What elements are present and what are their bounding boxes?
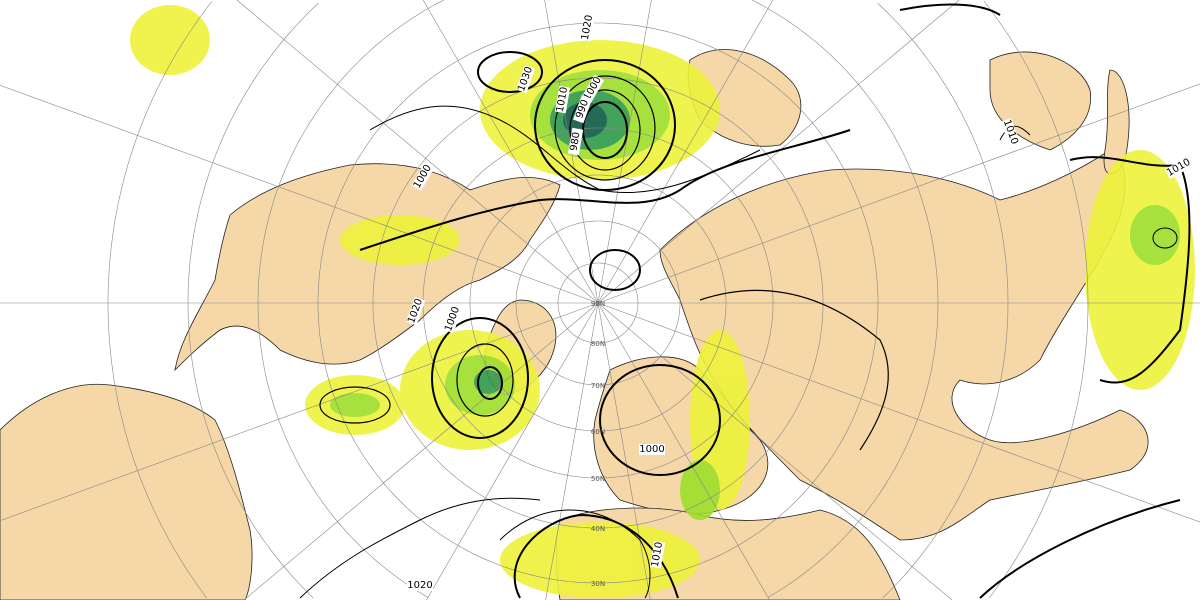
latitude-label: 30N xyxy=(591,580,605,588)
isobar xyxy=(456,343,514,417)
meridian-line xyxy=(422,0,599,304)
latitude-label: 40N xyxy=(591,525,605,533)
latitude-label: 90N xyxy=(591,300,605,308)
isobar xyxy=(319,386,391,424)
precip-area xyxy=(340,215,460,265)
isobar-label: 1000 xyxy=(443,305,463,334)
precip-area xyxy=(130,5,210,75)
meridian-line xyxy=(597,302,651,600)
isobar-label: 1010 xyxy=(554,85,571,114)
isobar xyxy=(534,59,676,191)
isobar xyxy=(499,509,651,599)
isobar xyxy=(899,3,1001,16)
svg-text:1000: 1000 xyxy=(639,444,664,455)
svg-text:980: 980 xyxy=(568,131,582,152)
precip-area xyxy=(1085,150,1195,390)
isobar-label: 980 xyxy=(567,127,584,156)
isobar xyxy=(477,51,543,93)
precip-area xyxy=(474,370,502,394)
meridian-line xyxy=(545,302,599,600)
isobar xyxy=(599,364,721,476)
meridian-line xyxy=(236,0,599,304)
isobar-label: 1000 xyxy=(639,444,665,455)
latitude-circle xyxy=(107,1,1089,599)
meridian-line xyxy=(597,83,1200,304)
precip-area xyxy=(1130,205,1180,265)
isobar xyxy=(1152,227,1178,249)
isobar xyxy=(979,499,1181,599)
latitude-label: 60N xyxy=(591,428,605,436)
isobar xyxy=(299,497,541,599)
latitude-label: 70N xyxy=(591,382,605,390)
svg-text:1010: 1010 xyxy=(555,86,570,113)
meridian-line xyxy=(597,302,1200,523)
isobar-label: 1010 xyxy=(649,540,666,569)
isobar xyxy=(999,125,1031,141)
precip-area xyxy=(330,393,380,417)
svg-text:1000: 1000 xyxy=(443,305,462,333)
south-america-land xyxy=(0,383,253,600)
latitude-circle xyxy=(257,0,939,598)
asia-land xyxy=(659,149,1149,541)
isobar-label: 1020 xyxy=(579,13,596,42)
meridian-line xyxy=(243,302,599,600)
kamchatka-land xyxy=(989,51,1130,175)
meridian-line xyxy=(426,302,599,600)
isobar-layer xyxy=(299,3,1191,599)
meridian-line xyxy=(0,302,599,521)
svg-text:1010: 1010 xyxy=(1165,157,1193,179)
svg-text:1010: 1010 xyxy=(650,541,665,568)
isobar xyxy=(477,366,503,400)
svg-text:1020: 1020 xyxy=(407,580,432,591)
latitude-circle xyxy=(187,2,1009,599)
isobar xyxy=(554,75,656,181)
meridian-line xyxy=(597,0,960,304)
isobar-label: 1010 xyxy=(1164,156,1193,180)
meridian-line xyxy=(597,0,652,304)
isobar xyxy=(369,105,761,194)
isobar xyxy=(431,317,529,439)
isobar xyxy=(589,249,641,291)
latitude-label: 80N xyxy=(591,340,605,348)
isobar xyxy=(699,289,889,451)
precip-area xyxy=(680,460,720,520)
isobar xyxy=(1069,156,1191,384)
isobar-label: 1020 xyxy=(407,580,433,591)
meridian-line xyxy=(0,85,599,304)
north-america-land xyxy=(174,163,561,372)
isobar xyxy=(359,129,851,251)
svg-text:1020: 1020 xyxy=(580,14,595,41)
latitude-labels: 90N 80N 70N 60N 50N 40N 30N xyxy=(591,300,605,588)
meridian-line xyxy=(597,302,953,600)
isobar xyxy=(569,89,641,171)
latitude-label: 50N xyxy=(591,475,605,483)
meridian-line xyxy=(597,302,770,600)
